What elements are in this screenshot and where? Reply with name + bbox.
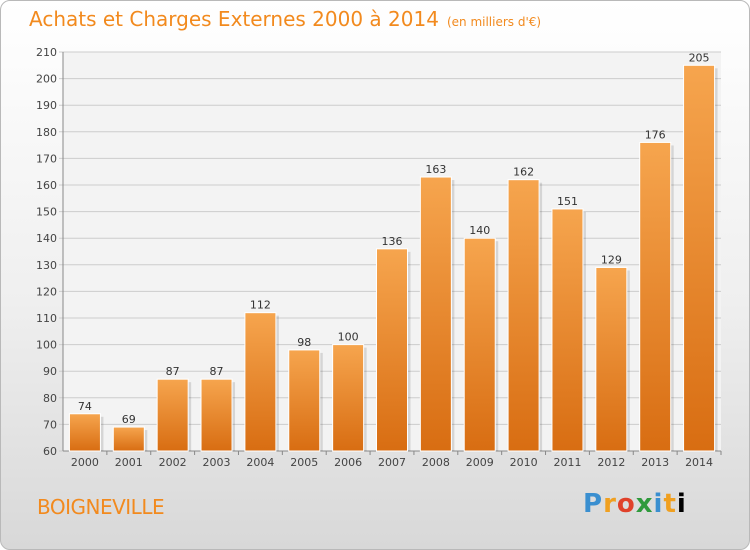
- value-label-2012: 129: [601, 253, 622, 266]
- y-tick-label: 120: [36, 285, 57, 298]
- x-tick-label-2014: 2014: [685, 456, 713, 469]
- bar-2004: [244, 312, 277, 452]
- y-tick-label: 130: [36, 259, 57, 272]
- x-tick-label-2001: 2001: [115, 456, 143, 469]
- value-label-2003: 87: [210, 365, 224, 378]
- bar-2011: [551, 208, 584, 452]
- y-tick-label: 190: [36, 99, 57, 112]
- x-tick-label-2013: 2013: [641, 456, 669, 469]
- x-tick-label-2010: 2010: [510, 456, 538, 469]
- value-label-2002: 87: [166, 365, 180, 378]
- x-tick-label-2000: 2000: [71, 456, 99, 469]
- proxiti-logo: Proxiti: [583, 489, 687, 519]
- y-tick-label: 70: [43, 418, 57, 431]
- value-label-2001: 69: [122, 413, 136, 426]
- x-tick-label-2003: 2003: [203, 456, 231, 469]
- x-tick-label-2009: 2009: [466, 456, 494, 469]
- x-tick-label-2012: 2012: [597, 456, 625, 469]
- y-tick-label: 150: [36, 206, 57, 219]
- title-unit: (en milliers d'€): [446, 15, 542, 29]
- bar-2010: [507, 179, 540, 452]
- x-tick-label-2007: 2007: [378, 456, 406, 469]
- value-label-2013: 176: [645, 128, 666, 141]
- value-label-2004: 112: [250, 299, 271, 312]
- y-tick-label: 160: [36, 179, 57, 192]
- y-tick-label: 100: [36, 339, 57, 352]
- bar-2005: [288, 349, 321, 452]
- bar-2013: [639, 141, 672, 452]
- y-tick-label: 110: [36, 312, 57, 325]
- value-label-2005: 98: [297, 336, 311, 349]
- y-tick-label: 90: [43, 365, 57, 378]
- title-text: Achats et Charges Externes 2000 à 2014: [29, 7, 439, 31]
- y-tick-label: 200: [36, 73, 57, 86]
- bar-2003: [200, 378, 233, 452]
- x-tick-label-2008: 2008: [422, 456, 450, 469]
- value-label-2011: 151: [557, 195, 578, 208]
- x-tick-label-2002: 2002: [159, 456, 187, 469]
- x-tick-label-2011: 2011: [553, 456, 581, 469]
- x-tick-label-2005: 2005: [290, 456, 318, 469]
- value-label-2007: 136: [382, 235, 403, 248]
- x-tick-label-2004: 2004: [246, 456, 274, 469]
- value-label-2008: 163: [425, 163, 446, 176]
- bar-2000: [68, 413, 101, 452]
- x-tick-label-2006: 2006: [334, 456, 362, 469]
- chart-title: Achats et Charges Externes 2000 à 2014 (e…: [29, 7, 541, 31]
- y-tick-label: 80: [43, 392, 57, 405]
- value-label-2000: 74: [78, 400, 92, 413]
- bar-2007: [376, 248, 408, 452]
- y-tick-label: 60: [43, 445, 57, 458]
- place-name: BOIGNEVILLE: [37, 495, 165, 519]
- bar-2001: [112, 426, 145, 452]
- bar-2014: [683, 64, 716, 452]
- bar-2006: [332, 344, 365, 452]
- value-label-2006: 100: [338, 331, 359, 344]
- y-tick-label: 210: [36, 46, 57, 59]
- bar-2012: [595, 266, 628, 452]
- value-label-2010: 162: [513, 166, 534, 179]
- value-label-2014: 205: [689, 51, 710, 64]
- y-tick-label: 170: [36, 152, 57, 165]
- bar-2002: [156, 378, 189, 452]
- bar-2008: [419, 176, 452, 452]
- y-tick-label: 180: [36, 126, 57, 139]
- y-tick-label: 140: [36, 232, 57, 245]
- bar-2009: [463, 237, 496, 452]
- value-label-2009: 140: [469, 224, 490, 237]
